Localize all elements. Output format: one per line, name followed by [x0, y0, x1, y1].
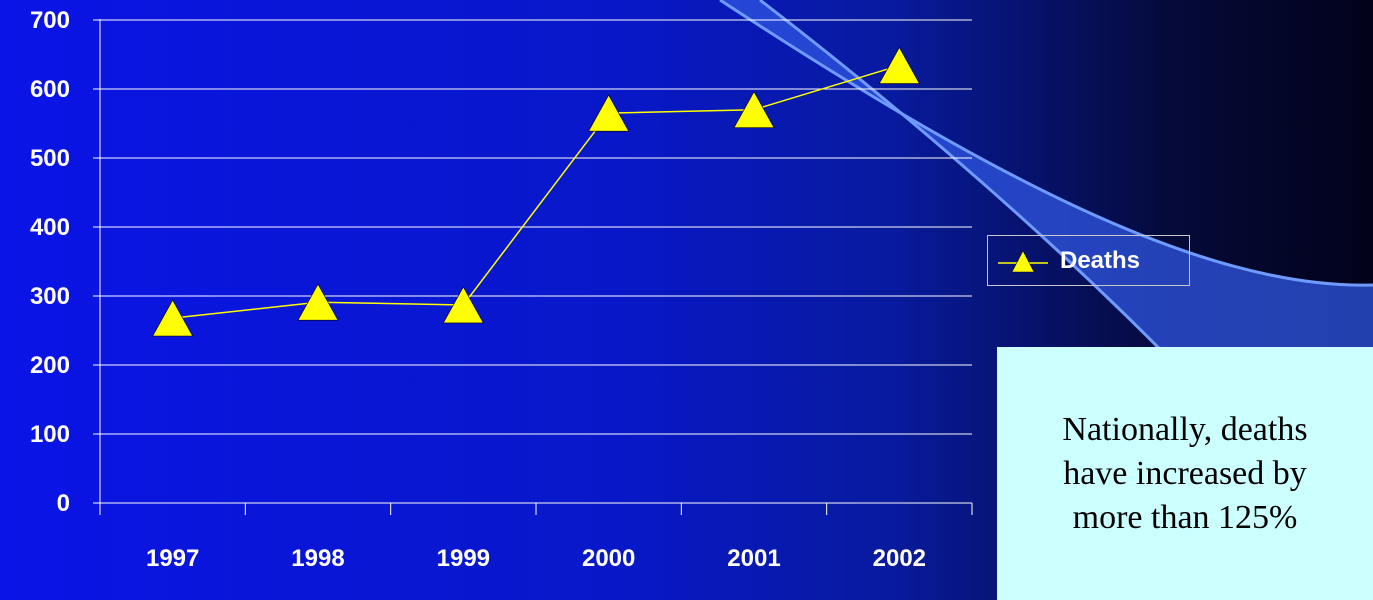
gridlines: [100, 19, 972, 435]
series-line-0: [172, 64, 900, 319]
y-tick-label-300: 300: [30, 283, 70, 310]
x-tick-label-2000: 2000: [582, 545, 635, 572]
x-tick-label-2001: 2001: [727, 545, 780, 572]
decorative-swoosh: [720, 0, 1373, 600]
data-point-2000: [588, 94, 630, 132]
y-tick-label-600: 600: [30, 76, 70, 103]
decorative-swoosh-edge-outer: [719, 0, 1373, 287]
chart-legend: Deaths: [987, 235, 1190, 286]
axes: [93, 19, 973, 515]
series-deaths: [152, 46, 920, 337]
x-tick-label-1998: 1998: [291, 545, 344, 572]
data-point-1998: [297, 283, 339, 321]
x-tick-label-1999: 1999: [437, 545, 490, 572]
annotation-box: Nationally, deaths have increased by mor…: [997, 347, 1373, 600]
data-point-1999: [442, 286, 484, 324]
y-tick-label-0: 0: [57, 490, 70, 517]
y-tick-label-200: 200: [30, 352, 70, 379]
data-point-2002: [878, 46, 920, 84]
legend-key-triangle-icon: [998, 249, 1048, 272]
x-tick-label-2002: 2002: [873, 545, 926, 572]
x-tick-label-1997: 1997: [146, 545, 199, 572]
y-tick-label-400: 400: [30, 214, 70, 241]
annotation-text: Nationally, deaths have increased by mor…: [1062, 410, 1308, 536]
y-axis-tick-labels: 0 100 200 300 400 500 600 700: [30, 7, 70, 517]
y-tick-label-700: 700: [30, 7, 70, 34]
x-axis-tick-labels: 1997 1998 1999 2000 2001 2002: [146, 545, 926, 572]
y-tick-label-100: 100: [30, 421, 70, 448]
y-tick-label-500: 500: [30, 145, 70, 172]
data-point-2001: [733, 91, 775, 128]
legend-label-deaths: Deaths: [1060, 246, 1141, 274]
data-point-1997: [152, 299, 194, 337]
